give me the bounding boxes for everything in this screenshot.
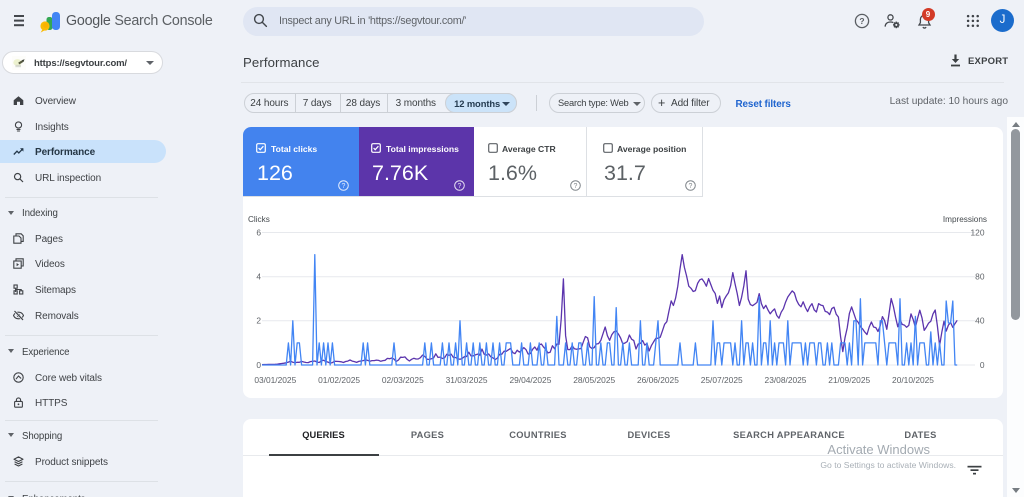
svg-text:03/01/2025: 03/01/2025 bbox=[254, 375, 296, 385]
svg-text:120: 120 bbox=[971, 227, 985, 237]
svg-text:26/06/2025: 26/06/2025 bbox=[637, 375, 679, 385]
svg-text:20/10/2025: 20/10/2025 bbox=[892, 375, 934, 385]
svg-text:Impressions: Impressions bbox=[943, 215, 987, 224]
svg-text:01/02/2025: 01/02/2025 bbox=[318, 375, 360, 385]
svg-text:40: 40 bbox=[975, 316, 985, 326]
svg-text:?: ? bbox=[574, 183, 578, 190]
svg-text:25/07/2025: 25/07/2025 bbox=[701, 375, 743, 385]
svg-text:21/09/2025: 21/09/2025 bbox=[828, 375, 870, 385]
svg-text:6: 6 bbox=[256, 227, 261, 237]
svg-text:31/03/2025: 31/03/2025 bbox=[446, 375, 488, 385]
svg-text:28/05/2025: 28/05/2025 bbox=[573, 375, 615, 385]
svg-text:29/04/2025: 29/04/2025 bbox=[509, 375, 551, 385]
svg-text:0: 0 bbox=[980, 360, 985, 370]
svg-text:02/03/2025: 02/03/2025 bbox=[382, 375, 424, 385]
svg-text:?: ? bbox=[458, 183, 462, 190]
svg-text:?: ? bbox=[859, 16, 864, 26]
svg-text:Clicks: Clicks bbox=[248, 215, 270, 224]
svg-text:?: ? bbox=[342, 183, 346, 190]
svg-text:80: 80 bbox=[975, 272, 985, 282]
svg-text:23/08/2025: 23/08/2025 bbox=[765, 375, 807, 385]
svg-text:?: ? bbox=[689, 183, 693, 190]
svg-text:0: 0 bbox=[256, 360, 261, 370]
svg-text:2: 2 bbox=[256, 316, 261, 326]
svg-text:4: 4 bbox=[256, 272, 261, 282]
